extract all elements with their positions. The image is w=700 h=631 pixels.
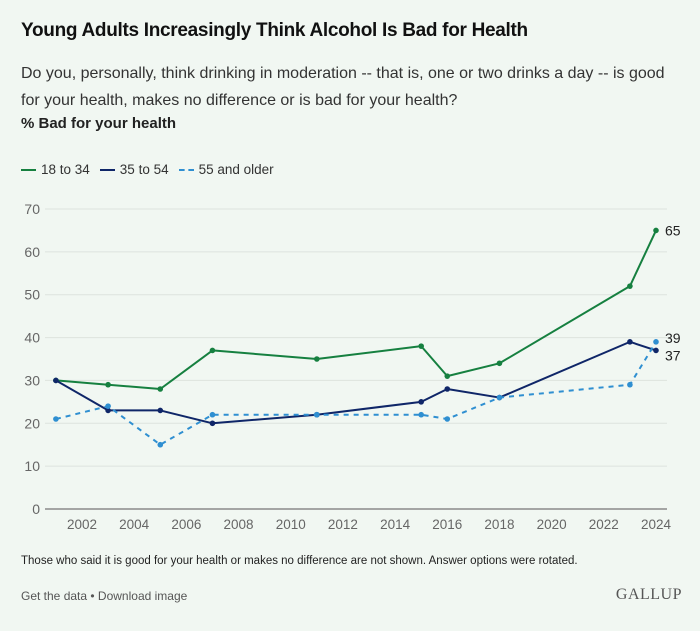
- data-point: [314, 356, 320, 362]
- x-tick-label: 2020: [537, 517, 567, 532]
- data-point: [653, 339, 659, 345]
- y-tick-label: 70: [24, 201, 40, 217]
- data-point: [653, 347, 659, 354]
- x-tick-label: 2002: [67, 517, 97, 532]
- data-point: [157, 407, 164, 414]
- y-tick-label: 60: [24, 244, 40, 260]
- series-line-3: [55, 341, 657, 446]
- chart-title: Young Adults Increasingly Think Alcohol …: [21, 20, 528, 41]
- series-line-1: [55, 230, 657, 390]
- legend-item-55-older[interactable]: 55 and older: [178, 162, 274, 177]
- legend-swatch: [178, 168, 194, 171]
- footer-links: Get the data • Download image: [21, 589, 187, 603]
- data-point: [653, 227, 659, 234]
- x-tick-label: 2008: [224, 517, 254, 532]
- legend: 18 to 34 35 to 54 55 and older: [21, 162, 274, 177]
- legend-swatch: [21, 168, 36, 171]
- end-value-label: 65: [665, 222, 681, 238]
- legend-label: 35 to 54: [119, 162, 169, 177]
- data-point: [444, 416, 451, 422]
- data-point: [157, 386, 164, 392]
- data-point: [209, 420, 216, 427]
- get-data-link[interactable]: Get the data: [21, 589, 88, 603]
- x-tick-label: 2012: [328, 517, 358, 532]
- y-tick-label: 20: [24, 415, 40, 431]
- data-point: [444, 386, 451, 392]
- x-tick-label: 2004: [119, 517, 150, 532]
- data-point: [418, 343, 424, 349]
- x-tick-label: 2016: [432, 517, 462, 532]
- x-tick-label: 2018: [484, 517, 514, 532]
- series-line-2: [55, 340, 657, 425]
- data-point: [53, 377, 59, 384]
- legend-label: 55 and older: [198, 162, 274, 177]
- download-image-link[interactable]: Download image: [97, 589, 188, 603]
- data-point: [157, 441, 164, 448]
- x-tick-label: 2006: [171, 517, 201, 532]
- link-separator: •: [87, 589, 98, 603]
- end-value-label: 39: [665, 330, 681, 346]
- gallup-logo: GALLUP: [615, 586, 682, 603]
- data-point: [627, 381, 633, 388]
- data-point: [418, 411, 424, 418]
- data-point: [105, 407, 111, 414]
- end-value-label: 37: [665, 347, 681, 363]
- data-point: [314, 411, 320, 418]
- x-tick-label: 2010: [276, 517, 306, 532]
- data-point: [105, 403, 111, 409]
- data-point: [418, 399, 424, 405]
- data-point: [627, 339, 633, 345]
- legend-label: 18 to 34: [41, 162, 90, 177]
- footnote: Those who said it is good for your healt…: [21, 555, 578, 567]
- x-tick-label: 2022: [589, 517, 619, 532]
- metric-label: % Bad for your health: [21, 115, 177, 132]
- data-point: [209, 411, 216, 418]
- data-point: [105, 381, 111, 388]
- data-point: [53, 416, 59, 422]
- legend-item-18-34[interactable]: 18 to 34: [21, 162, 90, 177]
- question-text: Do you, personally, think drinking in mo…: [21, 65, 665, 109]
- data-point: [209, 347, 216, 354]
- data-point: [496, 394, 503, 401]
- legend-item-35-54[interactable]: 35 to 54: [99, 162, 169, 177]
- x-tick-label: 2024: [641, 517, 672, 532]
- legend-swatch: [99, 168, 115, 171]
- y-tick-label: 10: [24, 458, 40, 474]
- y-tick-label: 30: [24, 372, 40, 388]
- x-tick-label: 2014: [380, 517, 411, 532]
- y-tick-label: 0: [32, 501, 40, 517]
- data-point: [444, 373, 451, 379]
- y-tick-label: 50: [24, 287, 40, 303]
- y-tick-label: 40: [24, 330, 40, 346]
- data-point: [627, 283, 633, 289]
- data-point: [496, 360, 503, 367]
